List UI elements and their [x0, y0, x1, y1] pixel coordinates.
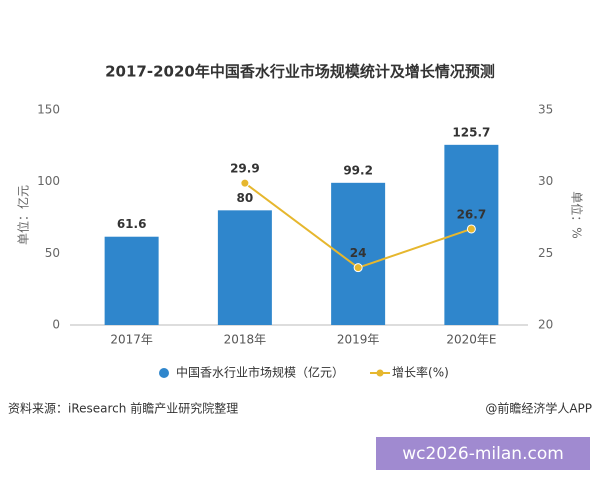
y-tick-label: 50	[45, 246, 60, 260]
line-point	[240, 178, 250, 188]
y-axis-label: 单位：亿元	[16, 185, 31, 245]
y2-tick-label: 20	[538, 318, 553, 332]
y2-tick-label: 25	[538, 246, 553, 260]
x-tick-label: 2020年E	[446, 333, 496, 347]
watermark-box	[376, 437, 590, 470]
bar-value-label: 80	[237, 191, 254, 205]
line-point	[466, 224, 476, 234]
x-tick-label: 2017年	[110, 333, 153, 347]
legend-label: 增长率(%)	[392, 365, 449, 380]
bar	[217, 210, 272, 325]
bar-value-label: 61.6	[117, 217, 147, 231]
legend-swatch	[159, 368, 169, 378]
legend-label: 中国香水行业市场规模（亿元）	[176, 365, 344, 380]
watermark: wc2026-milan.com	[402, 444, 564, 464]
bar	[104, 236, 159, 325]
bar-value-label: 99.2	[343, 163, 373, 177]
y-tick-label: 100	[37, 174, 60, 188]
line-value-label: 29.9	[230, 162, 260, 176]
y-tick-label: 150	[37, 103, 60, 117]
line-point	[353, 263, 363, 273]
line-value-label: 24	[350, 246, 367, 260]
legend-swatch	[376, 369, 384, 377]
y2-tick-label: 35	[538, 103, 553, 117]
chart-title: 2017-2020年中国香水行业市场规模统计及增长情况预测	[105, 63, 495, 81]
x-tick-label: 2018年	[224, 333, 267, 347]
y-tick-label: 0	[52, 318, 60, 332]
source-note: 资料来源：iResearch 前瞻产业研究院整理	[8, 401, 238, 416]
y2-tick-label: 30	[538, 174, 553, 188]
y2-axis-label: 单位：%	[570, 191, 585, 238]
credit: @前瞻经济学人APP	[485, 401, 592, 416]
x-tick-label: 2019年	[337, 333, 380, 347]
bar-value-label: 125.7	[452, 125, 490, 139]
line-value-label: 26.7	[457, 207, 487, 221]
